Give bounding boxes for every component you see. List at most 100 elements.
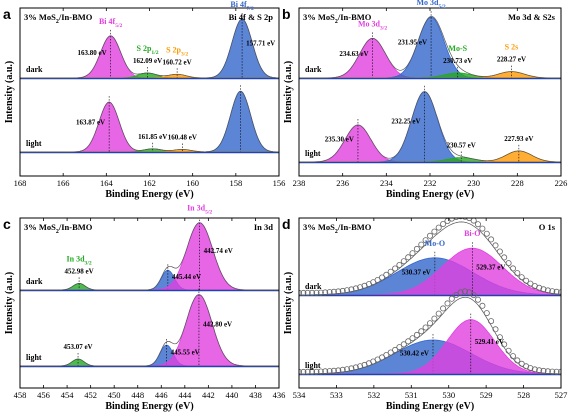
data-point bbox=[387, 268, 394, 275]
component-label: Mo-S bbox=[448, 44, 467, 53]
peak-energy-label: 161.85 eV bbox=[138, 133, 167, 141]
x-tick-label: 228 bbox=[511, 178, 524, 188]
peak-energy-label: 228.27 eV bbox=[497, 56, 526, 64]
data-point bbox=[470, 218, 477, 224]
component-label: Mo 3d5/2 bbox=[417, 0, 446, 10]
x-tick-label: 450 bbox=[108, 390, 121, 400]
component-label: Mo-O bbox=[425, 239, 445, 248]
row-label-light: light bbox=[305, 149, 321, 158]
data-point bbox=[509, 353, 516, 360]
panel-title: Bi 4f & S 2p bbox=[229, 12, 274, 22]
data-point bbox=[335, 367, 342, 374]
peak-component-light bbox=[20, 294, 279, 367]
row-label-light: light bbox=[26, 353, 42, 362]
row-label-dark: dark bbox=[305, 282, 322, 291]
data-point bbox=[431, 228, 438, 235]
plot-area bbox=[299, 218, 561, 376]
panel-letter: b bbox=[282, 6, 291, 22]
x-tick-label: 232 bbox=[424, 178, 437, 188]
row-label-dark: dark bbox=[305, 65, 322, 74]
data-point bbox=[299, 289, 302, 296]
data-point bbox=[392, 346, 399, 353]
data-point bbox=[400, 258, 407, 265]
spectrum-dark bbox=[20, 218, 279, 292]
data-point bbox=[505, 260, 512, 267]
y-axis-label: Intensity (a.u.) bbox=[283, 61, 294, 124]
fit-envelope bbox=[299, 91, 561, 163]
plot-area bbox=[20, 218, 279, 368]
fit-envelope bbox=[20, 294, 279, 367]
data-point bbox=[462, 218, 468, 220]
peak-energy-label: 230.73 eV bbox=[443, 57, 472, 65]
data-point bbox=[418, 328, 425, 335]
data-point bbox=[374, 276, 381, 283]
data-point bbox=[352, 285, 359, 292]
peak-energy-label: 227.93 eV bbox=[504, 135, 533, 143]
data-point bbox=[527, 365, 534, 372]
data-point bbox=[322, 368, 329, 375]
data-point bbox=[514, 270, 521, 277]
x-tick-label: 528 bbox=[517, 390, 530, 400]
x-axis-label: Binding Energy (eV) bbox=[105, 401, 193, 412]
data-point bbox=[387, 349, 394, 356]
data-point bbox=[422, 237, 429, 244]
peak-mo-3d5-2-dark bbox=[299, 16, 561, 79]
peak-energy-label: 529.37 eV bbox=[476, 263, 505, 271]
data-point bbox=[383, 271, 390, 278]
spectrum-light bbox=[299, 288, 561, 376]
x-axis-label: Binding Energy (eV) bbox=[105, 189, 193, 200]
peak-energy-label: 445.55 eV bbox=[171, 348, 200, 356]
data-point bbox=[549, 368, 556, 375]
data-point bbox=[453, 218, 460, 220]
peak-energy-label: 445.44 eV bbox=[172, 273, 201, 281]
x-tick-label: 527 bbox=[555, 390, 568, 400]
x-tick-label: 456 bbox=[37, 390, 50, 400]
fit-envelope bbox=[299, 16, 561, 79]
data-point bbox=[488, 318, 495, 325]
x-tick-label: 230 bbox=[467, 178, 480, 188]
panel-d: dark light 534 533 532 531 530 529 528 527 Binding… bbox=[282, 216, 568, 412]
data-point bbox=[426, 320, 433, 327]
data-point bbox=[501, 341, 508, 348]
data-point bbox=[448, 295, 455, 302]
x-tick-label: 530 bbox=[442, 390, 455, 400]
data-point bbox=[440, 305, 447, 312]
component-label: Bi 4f5/2 bbox=[99, 17, 123, 29]
peak-in-3d5-2-dark bbox=[20, 222, 279, 291]
panel-letter: a bbox=[3, 6, 11, 22]
peak-energy-label: 235.30 eV bbox=[325, 136, 354, 144]
component-label: S 2p3/2 bbox=[166, 45, 188, 57]
y-axis-label: Intensity (a.u.) bbox=[4, 61, 15, 124]
data-point bbox=[536, 284, 543, 291]
panel-title: In 3d bbox=[254, 222, 273, 232]
sample-label: 3% MoS2/In-BMO bbox=[24, 12, 93, 25]
peak-energy-label: 157.71 eV bbox=[246, 40, 275, 48]
peak-energy-label: 453.07 eV bbox=[63, 343, 92, 351]
data-point bbox=[405, 254, 412, 261]
x-tick-label: 533 bbox=[330, 390, 343, 400]
data-point bbox=[458, 218, 464, 220]
data-point bbox=[300, 368, 307, 375]
x-tick-label: 532 bbox=[367, 390, 380, 400]
peak-energy-label: 530.37 eV bbox=[402, 269, 431, 277]
x-tick-label: 529 bbox=[480, 390, 493, 400]
x-tick-label: 531 bbox=[405, 390, 418, 400]
data-point bbox=[444, 300, 451, 307]
data-point bbox=[409, 250, 416, 257]
data-point bbox=[357, 363, 364, 370]
x-tick-label: 454 bbox=[61, 390, 75, 400]
plot-area bbox=[299, 11, 561, 164]
fit-envelope bbox=[20, 90, 279, 153]
data-point bbox=[348, 365, 355, 372]
x-tick-label: 438 bbox=[249, 390, 262, 400]
data-point bbox=[330, 288, 337, 295]
fit-envelope bbox=[20, 18, 279, 79]
x-axis-label: Binding Energy (eV) bbox=[386, 189, 474, 200]
data-point bbox=[304, 368, 311, 375]
data-point bbox=[335, 288, 342, 295]
data-point bbox=[540, 286, 547, 293]
data-point bbox=[431, 315, 438, 322]
x-tick-label: 234 bbox=[380, 178, 394, 188]
x-tick-label: 452 bbox=[84, 390, 97, 400]
data-point bbox=[558, 368, 561, 375]
